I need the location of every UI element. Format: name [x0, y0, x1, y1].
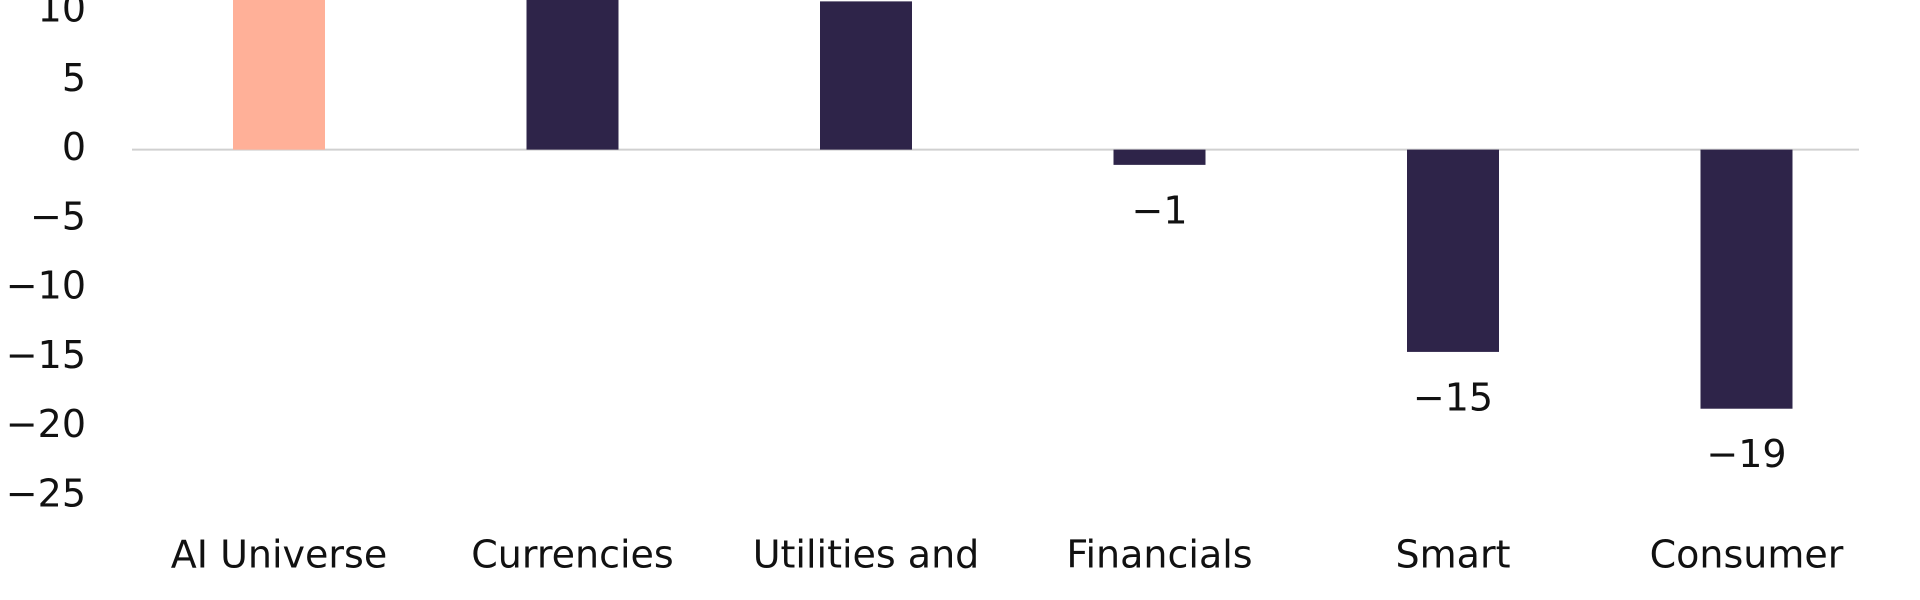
y-tick-label: −20: [6, 402, 86, 446]
data-label: −15: [1413, 375, 1493, 419]
x-tick-label: Smart: [1396, 533, 1511, 577]
y-tick-label: −15: [6, 333, 86, 377]
bar: [233, 0, 325, 150]
bar: [526, 0, 619, 150]
bar: [1113, 149, 1206, 165]
y-tick-label: −5: [30, 194, 86, 238]
bar: [1407, 149, 1499, 352]
y-tick-label: −10: [6, 264, 86, 308]
bar: [820, 1, 912, 150]
x-tick-label: Utilities and: [753, 533, 980, 577]
y-tick-label: −25: [6, 472, 86, 516]
data-label: −19: [1706, 432, 1786, 476]
x-tick-label: Consumer: [1650, 533, 1844, 577]
bar: [1700, 149, 1793, 409]
data-label: −1: [1131, 188, 1187, 232]
y-tick-label: 10: [38, 0, 86, 31]
x-tick-label: AI Universe: [171, 533, 387, 577]
x-tick-label: Currencies: [471, 533, 673, 577]
x-tick-label: Financials: [1066, 533, 1252, 577]
y-tick-label: 5: [62, 56, 86, 100]
y-tick-label: 0: [62, 125, 86, 169]
